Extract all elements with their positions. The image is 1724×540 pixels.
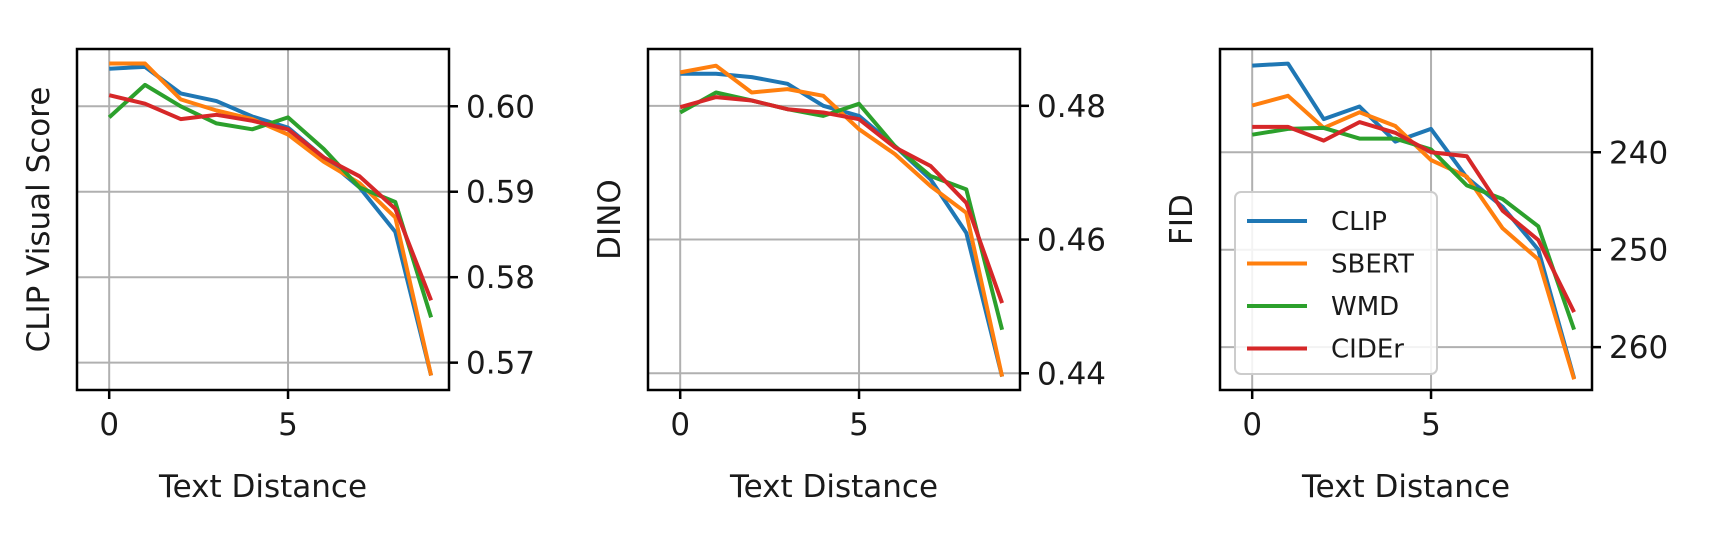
y-tick-label: 0.44 <box>1037 356 1106 392</box>
y-tick-label: 0.59 <box>466 175 535 211</box>
legend: CLIP SBERT WMD CIDEr <box>1234 191 1438 375</box>
plot-frame <box>75 47 451 392</box>
x-tick-label: 0 <box>1242 407 1262 443</box>
y-tick-label: 0.46 <box>1037 223 1106 259</box>
plot-frame <box>646 47 1022 392</box>
series-line-sbert <box>679 63 1005 378</box>
x-tick-label: 0 <box>670 407 690 443</box>
series-line-cider <box>1252 120 1576 313</box>
series-line-clip <box>680 71 1005 378</box>
series-line-wmd <box>107 82 434 318</box>
y-tick-label: 0.58 <box>466 260 535 296</box>
legend-label-wmd: WMD <box>1331 292 1399 322</box>
y-axis-label: CLIP Visual Score <box>21 87 57 353</box>
legend-box <box>1234 191 1438 375</box>
series-line-cider <box>679 95 1004 304</box>
x-tick-label: 5 <box>278 407 298 443</box>
x-axis-label: Text Distance <box>1301 469 1510 505</box>
y-tick-label: 250 <box>1609 233 1668 269</box>
y-tick-label: 260 <box>1609 330 1668 366</box>
x-tick-label: 5 <box>1421 407 1441 443</box>
plot-frame <box>1218 47 1594 392</box>
series-line-cider <box>108 93 433 302</box>
legend-label-sbert: SBERT <box>1331 250 1414 280</box>
series-line-clip <box>109 64 434 376</box>
y-tick-label: 0.60 <box>466 89 535 125</box>
x-axis-label: Text Distance <box>729 469 938 505</box>
y-tick-label: 0.57 <box>466 346 535 382</box>
series-line-clip <box>1252 61 1577 379</box>
legend-label-cider: CIDEr <box>1331 335 1404 365</box>
legend-label-clip: CLIP <box>1331 207 1387 237</box>
x-axis-label: Text Distance <box>158 469 367 505</box>
x-tick-label: 5 <box>849 407 869 443</box>
y-tick-label: 240 <box>1609 135 1668 171</box>
y-tick-label: 0.48 <box>1037 89 1106 125</box>
chart-panel-1: 0 5 0.57 0.58 0.59 0.60 Text Distance CLIP Visu… <box>21 47 535 505</box>
chart-panel-2: 0 5 0.44 0.46 0.48 Text Distance DINO <box>592 47 1106 505</box>
y-axis-label: FID <box>1164 194 1200 245</box>
y-axis-label: DINO <box>592 179 628 260</box>
x-tick-label: 0 <box>99 407 119 443</box>
